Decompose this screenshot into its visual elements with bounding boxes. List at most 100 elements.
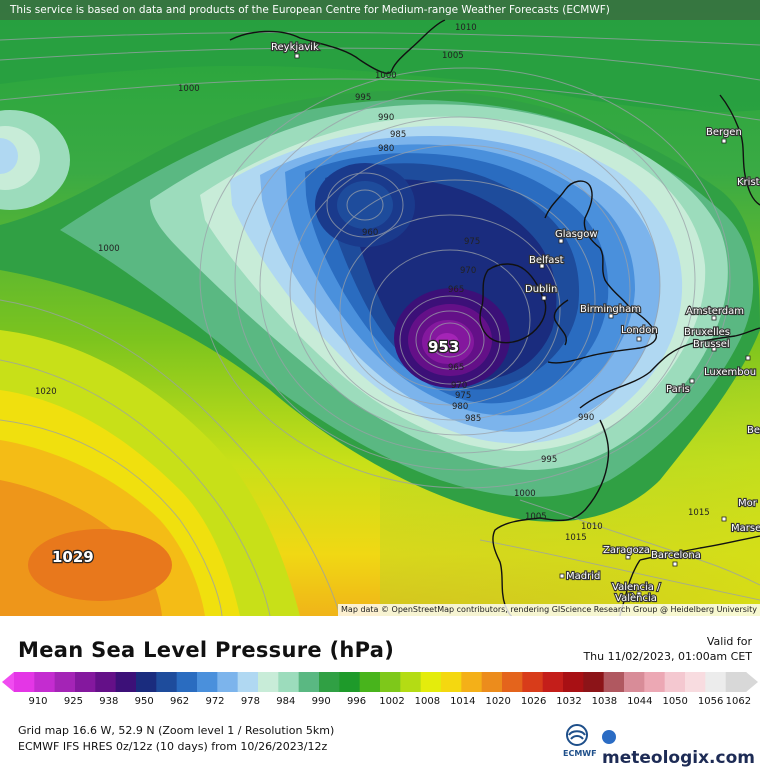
colorbar-swatch [339, 672, 361, 692]
isobar-label: 960 [362, 228, 378, 238]
isobar-label: 965 [448, 363, 464, 373]
colorbar-tick-label: 996 [347, 696, 367, 707]
isobar-label: 975 [455, 391, 471, 401]
isobar-label: 970 [460, 266, 476, 276]
colorbar-tick-label: 910 [28, 696, 48, 707]
colorbar-swatch [542, 672, 564, 692]
place-label-belfast: Belfast [529, 255, 564, 266]
colorbar-swatch [95, 672, 117, 692]
colorbar-tick-label: 978 [240, 696, 260, 707]
med-coast [639, 535, 760, 561]
high-center-label: 1029 [52, 548, 94, 566]
france-coast [579, 327, 760, 409]
place-label-barcelona: Barcelona [651, 550, 701, 561]
colorbar-tick-label: 1032 [556, 696, 582, 707]
colorbar-tick-label: 1002 [379, 696, 405, 707]
meteologix-logo-icon [602, 730, 616, 744]
isobar-labels: 1010 1005 1000 1000 995 990 985 980 975 … [35, 23, 710, 543]
france-west-coast [539, 419, 610, 522]
colorbar-swatch [420, 672, 442, 692]
colorbar-swatch [685, 672, 706, 692]
isobar-label: 1020 [35, 387, 57, 397]
scotland-coast [544, 180, 631, 309]
place-label-reykjavik: Reykjavik [271, 42, 319, 53]
isobar-label: 985 [390, 130, 406, 140]
isobar-label: 1000 [178, 84, 200, 94]
colorbar-swatch [461, 672, 483, 692]
legend-title: Mean Sea Level Pressure (hPa) [18, 638, 395, 662]
colorbar-tick-label: 962 [170, 696, 190, 707]
england-coast [547, 307, 657, 364]
place-label-birmingham: Birmingham [580, 304, 641, 315]
colorbar-swatch [197, 672, 218, 692]
colorbar-swatch [481, 672, 503, 692]
map-attribution[interactable]: Map data © OpenStreetMap contributors, r… [338, 604, 760, 616]
city-labels: Reykjavik Bergen Krist Glasgow Belfast D… [270, 41, 760, 605]
colorbar-swatch [319, 672, 340, 692]
colorbar-tick-label: 1050 [662, 696, 688, 707]
ecmwf-notice: This service is based on data and produc… [0, 0, 760, 20]
ecmwf-logo-text: ECMWF [563, 749, 597, 758]
isobar-label: 970 [451, 381, 467, 391]
colorbar-swatch [298, 672, 320, 692]
colorbar-tick-label: 1014 [450, 696, 476, 707]
colorbar-swatch [725, 672, 747, 692]
pressure-map[interactable]: 1010 1005 1000 1000 995 990 985 980 975 … [0, 0, 760, 616]
meteologix-brand-text: meteologix.com [602, 748, 755, 768]
low-center-label: 953 [428, 338, 459, 356]
wales-coast [553, 299, 569, 346]
colorbar-swatch [664, 672, 686, 692]
colorbar-swatch [583, 672, 605, 692]
ecmwf-logo-icon [566, 724, 588, 746]
isobar-label: 980 [452, 402, 468, 412]
colorbar-tick-label: 1008 [414, 696, 441, 707]
coastlines [229, 19, 760, 616]
isobar-label: 1000 [375, 71, 397, 81]
valid-for-value: Thu 11/02/2023, 01:00am CET [583, 650, 752, 663]
colorbar-swatch [136, 672, 157, 692]
valid-for-label: Valid for [706, 635, 752, 648]
colorbar-swatch [156, 672, 178, 692]
isobar-label: 995 [355, 93, 371, 103]
isobar-label: 1010 [455, 23, 477, 33]
colorbar-tick-label: 1026 [520, 696, 547, 707]
colorbar-swatch [278, 672, 300, 692]
color-scale-bar [2, 672, 758, 692]
isobar-label: 1010 [581, 522, 603, 532]
colorbar-tick-label: 925 [63, 696, 83, 707]
colorbar-tick-label: 990 [311, 696, 331, 707]
colorbar-tick-label: 1020 [485, 696, 511, 707]
isobar-label: 1005 [442, 51, 464, 61]
place-label-zaragoza: Zaragoza [603, 545, 650, 556]
grid-info: Grid map 16.6 W, 52.9 N (Zoom level 1 / … [18, 724, 335, 737]
place-label-amsterdam: Amsterdam [686, 306, 744, 317]
isobar-label: 980 [378, 144, 394, 154]
isobar-label: 995 [541, 455, 557, 465]
colorbar-swatch [400, 672, 422, 692]
colorbar-tick-label: 972 [205, 696, 225, 707]
isobar-label: 975 [464, 237, 480, 247]
colorbar-tick-label: 1062 [725, 696, 752, 707]
colorbar-swatch [115, 672, 137, 692]
colorbar-swatch [441, 672, 462, 692]
place-label-brussel: Brussel [693, 339, 730, 350]
place-label-luxembourg: Luxembou [704, 367, 756, 378]
core-4 [435, 333, 459, 353]
isobar-label: 1000 [98, 244, 120, 254]
colorbar-swatch [644, 672, 666, 692]
colorbar-left-arrow [2, 672, 14, 692]
isobar-label: 990 [378, 113, 394, 123]
meteologix-brand[interactable]: meteologix.com [602, 728, 760, 768]
legend-panel: Mean Sea Level Pressure (hPa) Valid for … [0, 616, 760, 768]
colorbar-swatch [563, 672, 584, 692]
isobar-label: 985 [465, 414, 481, 424]
colorbar-swatch [380, 672, 401, 692]
place-label-dublin: Dublin [525, 284, 557, 295]
isobar-label: 1000 [514, 489, 536, 499]
colorbar-right-arrow [746, 672, 758, 692]
colorbar-tick-label: 950 [134, 696, 154, 707]
colorbar-tick-label: 1044 [627, 696, 653, 707]
place-label-bern: Be [747, 425, 760, 436]
colorbar-swatch [75, 672, 96, 692]
place-label-bergen: Bergen [706, 127, 742, 138]
